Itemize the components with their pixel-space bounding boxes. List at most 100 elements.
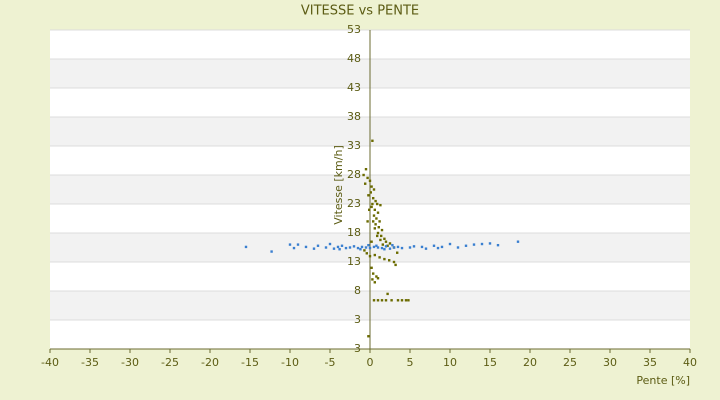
point [366, 220, 369, 223]
point [380, 246, 384, 250]
point [372, 214, 376, 217]
point [373, 281, 376, 284]
point [244, 245, 248, 249]
point [368, 255, 372, 258]
point [456, 246, 460, 249]
point [472, 243, 476, 246]
point [292, 246, 296, 250]
point [332, 247, 336, 250]
y-tick-label: 8 [354, 284, 361, 297]
point [371, 202, 374, 206]
point [304, 245, 308, 249]
point [380, 228, 384, 232]
point [383, 248, 386, 251]
point [363, 249, 366, 252]
point [374, 223, 377, 226]
point [372, 299, 376, 302]
point [440, 245, 444, 249]
point [376, 234, 379, 238]
point [344, 246, 348, 250]
point [388, 247, 392, 250]
point [424, 247, 428, 250]
point [381, 243, 384, 246]
point [372, 272, 375, 275]
point [372, 245, 376, 249]
point [375, 244, 378, 247]
x-tick-label: 0 [367, 356, 374, 369]
point [379, 238, 382, 242]
y-axis-label: Vitesse [km/h] [332, 145, 345, 225]
x-axis-label: Pente [%] [636, 374, 690, 387]
point [488, 242, 492, 245]
point [392, 246, 396, 249]
point [370, 185, 373, 188]
point [396, 245, 400, 249]
x-tick-label: 10 [443, 356, 457, 369]
point [371, 139, 374, 142]
point [340, 244, 344, 247]
point [373, 227, 376, 230]
chart-title: VITESSE vs PENTE [301, 4, 419, 19]
point [386, 244, 389, 247]
x-tick-label: 20 [523, 356, 537, 369]
y-tick-label: 53 [347, 23, 361, 36]
point [360, 245, 364, 249]
y-tick-label: 43 [347, 81, 361, 94]
point [365, 252, 368, 255]
point [367, 194, 370, 197]
point [367, 243, 370, 247]
point [464, 244, 468, 247]
point [407, 299, 410, 302]
x-tick-label: 15 [483, 356, 497, 369]
point [364, 246, 368, 249]
point [270, 250, 273, 253]
point [392, 260, 396, 264]
point [386, 292, 389, 296]
y-tick-label: 3 [354, 313, 361, 326]
point [374, 199, 377, 203]
point [412, 245, 416, 248]
point [364, 182, 367, 185]
y-tick-label: 23 [347, 197, 361, 210]
point [359, 248, 362, 251]
x-tick-label: -25 [161, 356, 179, 369]
point [356, 246, 360, 250]
point [364, 168, 368, 171]
point [369, 191, 372, 194]
x-tick-label: 30 [603, 356, 617, 369]
y-tick-label: 38 [347, 110, 361, 123]
x-tick-label: -30 [121, 356, 139, 369]
point [448, 242, 452, 246]
point [376, 277, 380, 280]
x-tick-label: 25 [563, 356, 577, 369]
point [288, 243, 292, 246]
point [378, 220, 381, 223]
x-tick-label: -35 [81, 356, 99, 369]
point [384, 240, 388, 243]
point [324, 246, 328, 249]
point [375, 275, 378, 278]
point [388, 259, 391, 262]
point [372, 220, 375, 223]
point [352, 245, 356, 248]
point [384, 299, 388, 302]
point [366, 176, 369, 180]
point [372, 188, 376, 191]
point [375, 217, 378, 220]
point [383, 237, 386, 240]
x-tick-label: -5 [325, 356, 336, 369]
x-tick-label: -20 [201, 356, 219, 369]
point [348, 246, 352, 249]
x-tick-label: -10 [281, 356, 299, 369]
point [368, 179, 372, 182]
point [328, 242, 332, 246]
point [380, 234, 383, 238]
point [373, 253, 376, 257]
x-tick-label: -15 [241, 356, 259, 369]
x-tick-label: 35 [643, 356, 657, 369]
point [383, 257, 386, 261]
point [367, 335, 370, 338]
x-tick-label: 40 [683, 356, 697, 369]
point [370, 240, 373, 243]
